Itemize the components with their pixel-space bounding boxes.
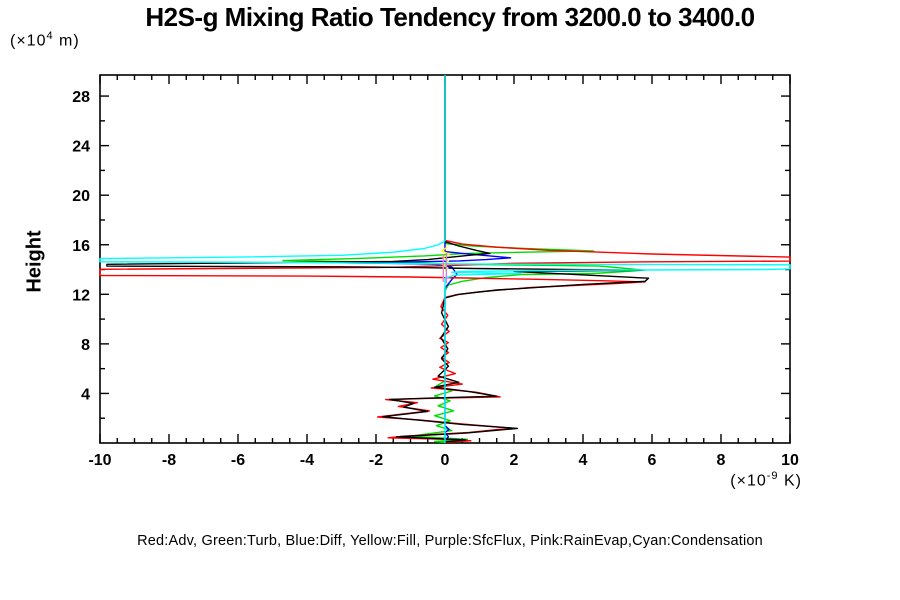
x-axis-unit-exponent: -9 xyxy=(766,470,779,482)
series-line-condensation xyxy=(99,75,791,443)
x-tick-label-8: 8 xyxy=(717,452,726,469)
x-tick-label-10: 10 xyxy=(781,452,799,469)
y-axis-unit-exponent: 4 xyxy=(46,30,54,42)
x-tick-label-0: 0 xyxy=(441,452,450,469)
y-tick-label-16: 16 xyxy=(72,238,90,255)
y-tick-label-28: 28 xyxy=(72,89,90,106)
series-line-total xyxy=(106,75,650,443)
series-line-turb xyxy=(282,75,646,444)
x-tick-label-4: 4 xyxy=(579,452,588,469)
y-tick-label-12: 12 xyxy=(72,287,90,304)
x-tick-label--2: -2 xyxy=(369,452,383,469)
y-tick-label-20: 20 xyxy=(72,188,90,205)
x-tick-label-6: 6 xyxy=(648,452,657,469)
series-color-legend: Red:Adv, Green:Turb, Blue:Diff, Yellow:F… xyxy=(137,533,763,549)
x-axis-unit-label: (×10-9 K) xyxy=(730,470,802,490)
y-axis-unit-label: (×104 m) xyxy=(10,30,80,50)
x-tick-label--8: -8 xyxy=(162,452,176,469)
x-tick-label--6: -6 xyxy=(231,452,245,469)
y-tick-label-4: 4 xyxy=(81,386,90,403)
chart-title: H2S-g Mixing Ratio Tendency from 3200.0 … xyxy=(145,2,755,32)
y-tick-label-8: 8 xyxy=(81,337,90,354)
x-tick-label--10: -10 xyxy=(88,452,111,469)
x-tick-label--4: -4 xyxy=(300,452,314,469)
x-tick-label-2: 2 xyxy=(510,452,519,469)
y-tick-label-24: 24 xyxy=(72,139,90,156)
